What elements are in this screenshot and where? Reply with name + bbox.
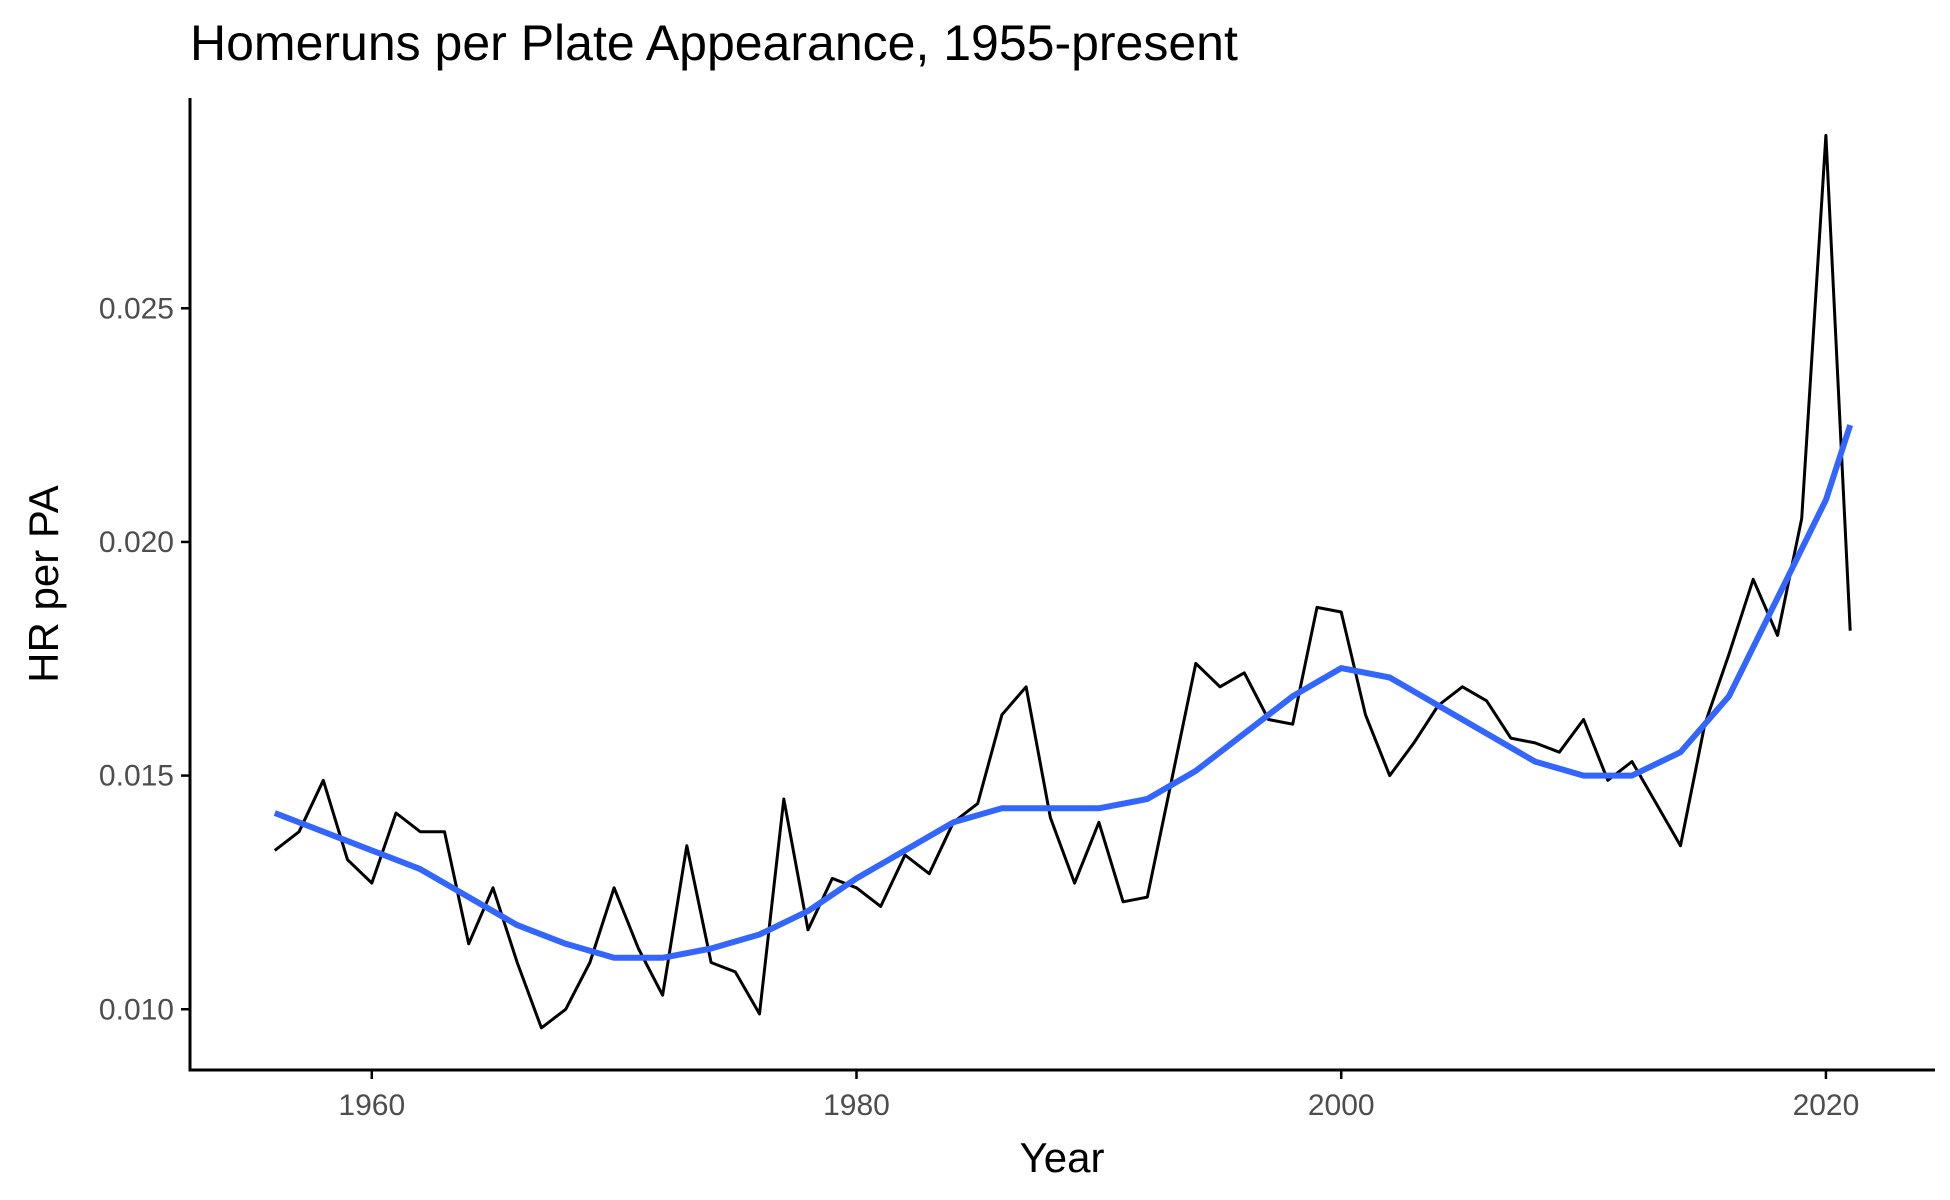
x-tick-label: 2000 [1308, 1089, 1375, 1122]
y-tick-label: 0.020 [99, 526, 174, 559]
x-axis-title: Year [1020, 1134, 1105, 1181]
x-tick-label: 1980 [823, 1089, 890, 1122]
chart-title: Homeruns per Plate Appearance, 1955-pres… [190, 15, 1238, 71]
x-tick-label: 1960 [338, 1089, 405, 1122]
smooth-trend-line [273, 424, 1854, 961]
x-tick-label: 2020 [1793, 1089, 1860, 1122]
plot-area [273, 133, 1854, 1030]
x-axis-ticks: 1960 1980 2000 2020 [338, 1070, 1859, 1122]
y-tick-label: 0.015 [99, 760, 174, 793]
hr-per-pa-line [273, 133, 1852, 1030]
y-axis-ticks: 0.010 0.015 0.020 0.025 [99, 292, 190, 1026]
y-axis-title: HR per PA [20, 485, 67, 683]
y-tick-label: 0.010 [99, 993, 174, 1026]
y-tick-label: 0.025 [99, 292, 174, 325]
